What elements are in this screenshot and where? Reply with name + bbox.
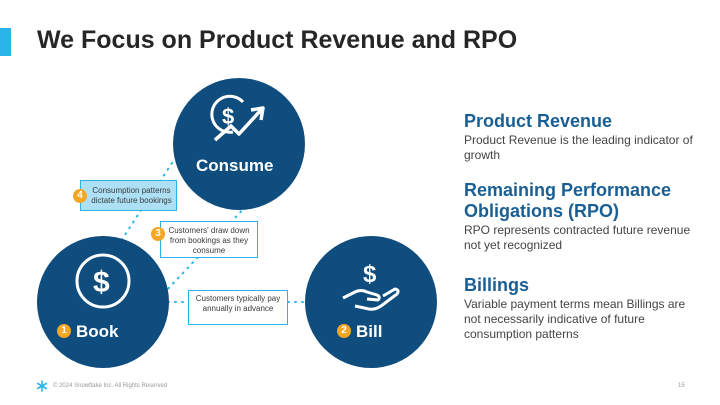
svg-text:$: $ [222, 104, 234, 129]
bill-step-badge: 2 [337, 323, 351, 338]
book-label: 1 Book [57, 322, 119, 342]
step-3-badge: 3 [151, 227, 165, 241]
bill-circle: $ 2 Bill [305, 236, 437, 368]
dollar-coin-icon: $ [75, 253, 131, 309]
snowflake-logo-icon [36, 380, 48, 392]
section-rpo: Remaining Performance Obligations (RPO) … [464, 180, 704, 253]
section-heading: Remaining Performance Obligations (RPO) [464, 180, 672, 221]
section-text: RPO represents contracted future revenue… [464, 223, 691, 252]
book-circle: $ 1 Book [37, 236, 169, 368]
section-text: Product Revenue is the leading indicator… [464, 133, 693, 162]
title-accent-bar [0, 28, 11, 56]
bill-label: 2 Bill [337, 322, 382, 342]
bill-label-text: Bill [356, 322, 383, 341]
step-4-badge: 4 [73, 189, 87, 203]
svg-text:$: $ [363, 261, 377, 288]
book-step-badge: 1 [57, 323, 71, 338]
section-product-revenue: Product Revenue Product Revenue is the l… [464, 111, 704, 163]
note-customers-pay-annually: Customers typically pay annually in adva… [188, 290, 288, 325]
note-consumption-patterns: Consumption patterns dictate future book… [80, 180, 177, 211]
section-billings: Billings Variable payment terms mean Bil… [464, 275, 704, 342]
consume-circle: $ Consume [173, 78, 305, 210]
book-label-text: Book [76, 322, 119, 341]
section-text: Variable payment terms mean Billings are… [464, 297, 686, 341]
consume-label: Consume [196, 156, 274, 175]
svg-text:$: $ [93, 266, 110, 299]
section-heading: Billings [464, 275, 530, 295]
section-heading: Product Revenue [464, 111, 613, 131]
copyright-footer: © 2024 Snowflake Inc. All Rights Reserve… [53, 383, 168, 389]
note-customers-draw-down: Customers' draw down from bookings as th… [160, 221, 258, 258]
page-number: 15 [678, 383, 685, 389]
slide-title: We Focus on Product Revenue and RPO [37, 26, 518, 54]
dollar-hand-icon: $ [342, 261, 400, 311]
dollar-growth-arrow-icon: $ [210, 94, 265, 142]
